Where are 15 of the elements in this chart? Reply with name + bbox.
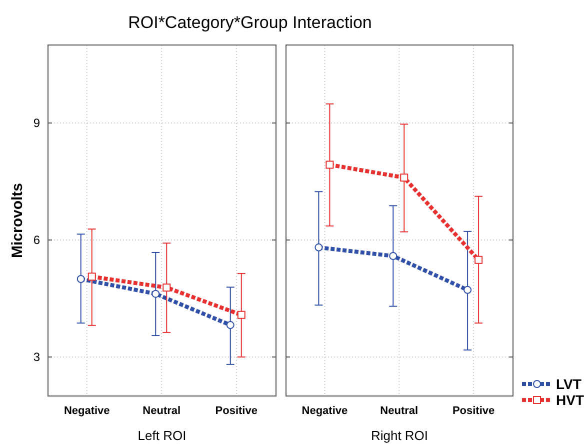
x-tick-label: Negative [64,405,110,417]
chart-title: ROI*Category*Group Interaction [128,13,372,32]
x-tick-label: Negative [302,405,348,417]
x-axis-title: Left ROI [138,428,186,443]
y-tick-label: 6 [33,233,40,248]
x-tick-label: Positive [452,405,495,417]
legend-label: LVT [556,376,582,392]
x-tick-label: Positive [215,405,258,417]
legend-label: HVT [556,392,584,408]
x-tick-label: Neutral [142,405,181,417]
y-tick-label: 9 [33,116,40,130]
y-tick-label: 3 [33,350,40,364]
x-axis-title: Right ROI [370,428,428,443]
y-axis-title: Microvolts [9,182,26,258]
x-tick-label: Neutral [380,405,418,417]
